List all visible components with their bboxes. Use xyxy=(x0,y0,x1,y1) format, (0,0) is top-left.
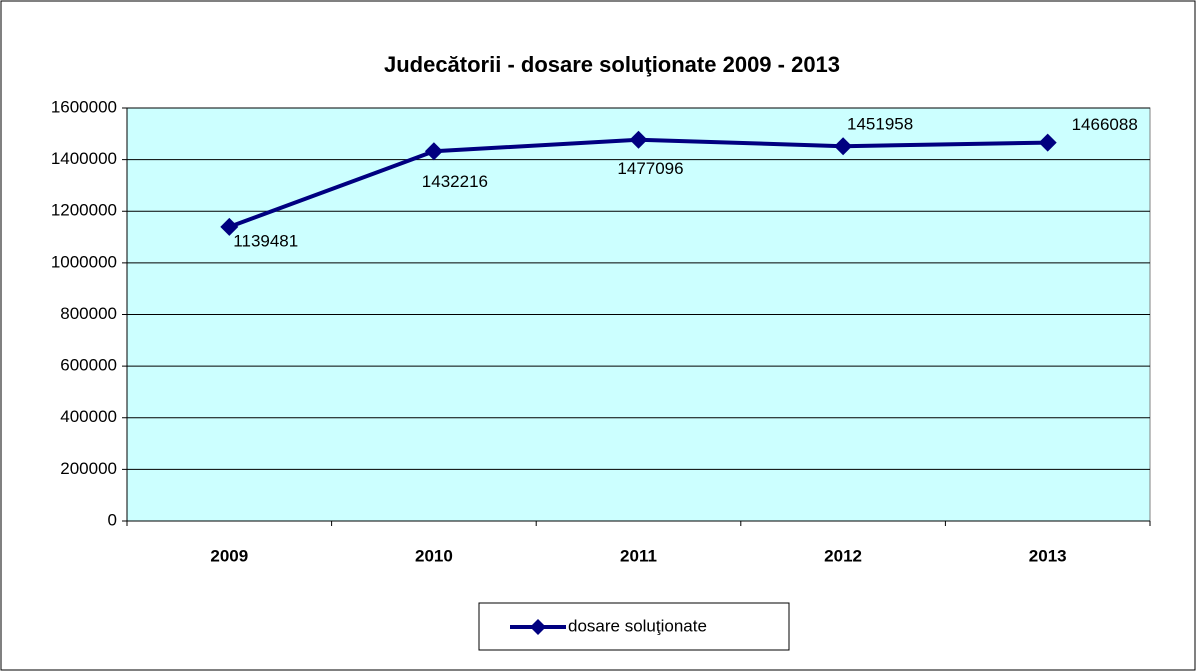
data-point xyxy=(1038,133,1057,152)
x-tick-label: 2010 xyxy=(415,546,453,565)
x-tick-label: 2012 xyxy=(824,546,862,565)
data-label: 1432216 xyxy=(422,172,488,191)
data-label: 1466088 xyxy=(1072,115,1138,134)
legend-label: dosare soluţionate xyxy=(568,616,707,635)
data-label: 1451958 xyxy=(847,115,913,134)
data-point xyxy=(220,217,239,236)
x-tick-label: 2011 xyxy=(620,546,657,565)
x-tick-label: 2013 xyxy=(1029,546,1067,565)
data-point xyxy=(629,130,648,149)
y-tick-label: 1400000 xyxy=(51,149,117,168)
y-tick-label: 1000000 xyxy=(51,252,117,271)
y-tick-label: 1600000 xyxy=(51,97,117,116)
chart-title: Judecătorii - dosare soluţionate 2009 - … xyxy=(384,52,840,77)
data-label: 1139481 xyxy=(233,231,298,250)
y-tick-label: 0 xyxy=(108,510,117,529)
y-tick-label: 200000 xyxy=(60,459,117,478)
data-label: 1477096 xyxy=(617,159,683,178)
y-tick-label: 1200000 xyxy=(51,201,117,220)
legend-marker xyxy=(530,619,546,635)
x-tick-label: 2009 xyxy=(210,546,248,565)
data-point xyxy=(834,137,853,156)
y-tick-label: 400000 xyxy=(60,407,117,426)
y-tick-label: 600000 xyxy=(60,356,117,375)
y-tick-label: 800000 xyxy=(60,304,117,323)
data-point xyxy=(424,142,443,161)
